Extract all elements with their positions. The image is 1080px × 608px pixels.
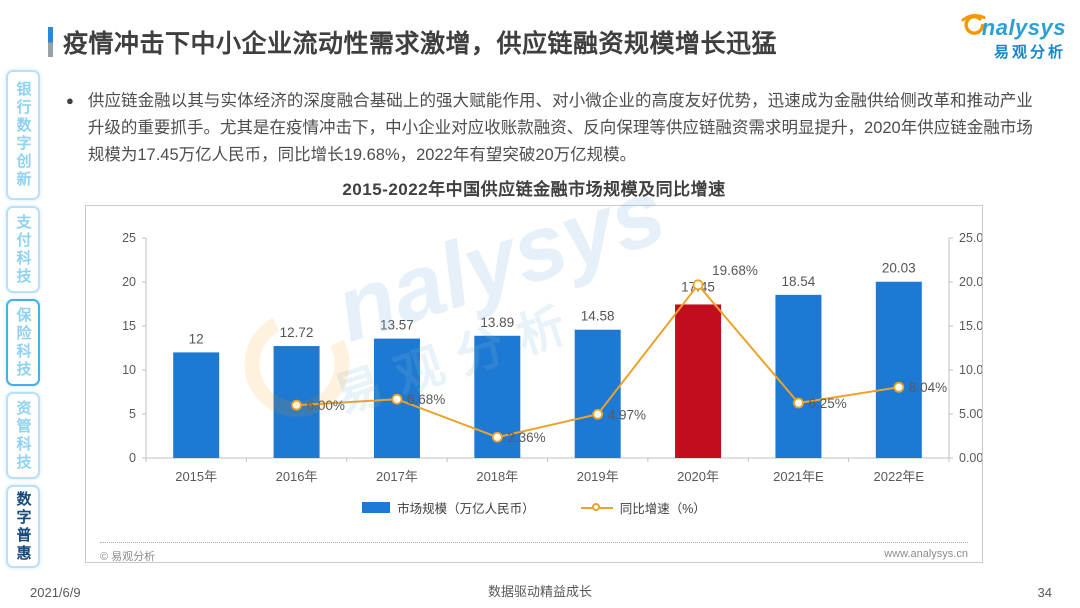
sidebar-item-insurance-tech[interactable]: 保险科技 — [6, 299, 40, 386]
svg-text:5: 5 — [129, 407, 136, 421]
chart-footer: © 易观分析 www.analysys.cn — [100, 542, 968, 564]
svg-text:6.68%: 6.68% — [407, 392, 445, 407]
page-title: 疫情冲击下中小企业流动性需求激增，供应链融资规模增长迅猛 — [63, 30, 778, 58]
svg-text:6.00%: 6.00% — [307, 398, 345, 413]
svg-text:19.68%: 19.68% — [712, 263, 758, 278]
bullet-icon: ● — [66, 93, 74, 108]
chart-source: © 易观分析 — [100, 551, 156, 563]
svg-text:15: 15 — [122, 319, 136, 333]
title-accent-bar — [48, 27, 53, 57]
footer-slogan: 数据驱动精益成长 — [487, 584, 592, 599]
svg-text:12.72: 12.72 — [280, 325, 314, 340]
svg-text:12: 12 — [189, 331, 204, 346]
sidebar-item-bank-digital-innovation[interactable]: 银行数字创新 — [6, 70, 40, 200]
legend-item-yoy-growth: 同比增速（%） — [580, 498, 706, 517]
svg-text:2016年: 2016年 — [276, 469, 318, 484]
svg-text:0.00%: 0.00% — [959, 451, 982, 465]
summary-block: ● 供应链金融以其与实体经济的深度融合基础上的强大赋能作用、对小微企业的高度友好… — [66, 88, 1041, 169]
logo-brand-cn: 易观分析 — [993, 44, 1066, 61]
bar-legend-swatch — [362, 502, 391, 513]
svg-text:20: 20 — [122, 275, 136, 289]
chart-container: nalysys 易观分析 05101520250.00%5.00%10.00%1… — [85, 160, 1001, 564]
svg-text:13.89: 13.89 — [480, 315, 514, 330]
svg-text:15.00%: 15.00% — [959, 319, 982, 333]
svg-text:2.36%: 2.36% — [507, 430, 545, 445]
line-point-2018年 — [491, 431, 503, 443]
line-point-2017年 — [391, 393, 403, 405]
svg-text:10.00%: 10.00% — [959, 363, 982, 377]
page-header: 疫情冲击下中小企业流动性需求激增，供应链融资规模增长迅猛 — [48, 24, 777, 60]
bar-2020年 — [675, 304, 722, 458]
legend-item-market-scale: 市场规模（万亿人民币） — [362, 498, 535, 517]
svg-text:10: 10 — [122, 363, 136, 377]
page-number: 34 — [1037, 585, 1052, 600]
sidebar-item-label: 资管科技 — [14, 399, 32, 472]
sidebar-item-asset-mgmt-tech[interactable]: 资管科技 — [6, 392, 40, 479]
svg-text:2019年: 2019年 — [577, 469, 619, 484]
sidebar: 银行数字创新 支付科技 保险科技 资管科技 数字普惠 — [6, 70, 42, 568]
svg-text:25: 25 — [122, 231, 136, 245]
chart-website: www.analysys.cn — [884, 548, 968, 560]
line-point-2021年E — [793, 397, 804, 409]
sidebar-item-label: 银行数字创新 — [14, 81, 32, 189]
chart-legend: 市场规模（万亿人民币） 同比增速（%） — [86, 498, 982, 517]
svg-text:2020年: 2020年 — [677, 469, 719, 484]
footer-date: 2021/6/9 — [30, 585, 81, 600]
sidebar-item-label: 支付科技 — [14, 213, 32, 286]
svg-text:14.58: 14.58 — [581, 309, 615, 324]
svg-text:13.57: 13.57 — [380, 318, 414, 333]
logo-brand-text: nalysys — [981, 14, 1066, 40]
svg-text:4.97%: 4.97% — [608, 407, 646, 422]
bar-2022年E — [875, 281, 922, 458]
logo-swoosh-icon — [959, 12, 986, 43]
svg-text:0: 0 — [129, 451, 136, 465]
svg-text:2018年: 2018年 — [476, 469, 518, 484]
svg-text:18.54: 18.54 — [782, 274, 816, 289]
svg-text:20.00%: 20.00% — [959, 275, 982, 289]
sidebar-item-label: 保险科技 — [14, 306, 32, 379]
analysys-logo: nalysys 易观分析 — [940, 12, 1066, 62]
svg-text:8.04%: 8.04% — [909, 380, 947, 395]
svg-text:2017年: 2017年 — [376, 469, 418, 484]
sidebar-item-payment-tech[interactable]: 支付科技 — [6, 206, 40, 293]
legend-label: 市场规模（万亿人民币） — [397, 502, 535, 516]
chart-title: 2015-2022年中国供应链金融市场规模及同比增速 — [342, 180, 726, 199]
svg-text:5.00%: 5.00% — [959, 407, 982, 421]
svg-text:2015年: 2015年 — [175, 469, 217, 484]
bar-2021年E — [775, 294, 822, 458]
line-point-2020年 — [692, 279, 704, 291]
svg-text:20.03: 20.03 — [882, 261, 916, 276]
line-point-2019年 — [592, 408, 604, 420]
sidebar-item-digital-inclusion[interactable]: 数字普惠 — [6, 485, 40, 568]
sidebar-item-label: 数字普惠 — [14, 490, 32, 563]
summary-text: 供应链金融以其与实体经济的深度融合基础上的强大赋能作用、对小微企业的高度友好优势… — [87, 92, 1033, 164]
bar-2015年 — [173, 352, 220, 458]
line-legend-swatch — [580, 502, 613, 513]
market-scale-chart: 0 5 10 15 20 25 0.00% 5.00% 10.00% 15.00% 20.00% 25… — [122, 231, 1001, 484]
line-point-2022年E — [893, 381, 905, 393]
svg-text:2022年E: 2022年E — [874, 469, 925, 484]
svg-text:25.00%: 25.00% — [959, 231, 982, 245]
legend-label: 同比增速（%） — [619, 502, 706, 516]
svg-text:6.25%: 6.25% — [808, 396, 846, 411]
line-point-2016年 — [291, 399, 302, 411]
svg-text:2021年E: 2021年E — [773, 469, 824, 484]
